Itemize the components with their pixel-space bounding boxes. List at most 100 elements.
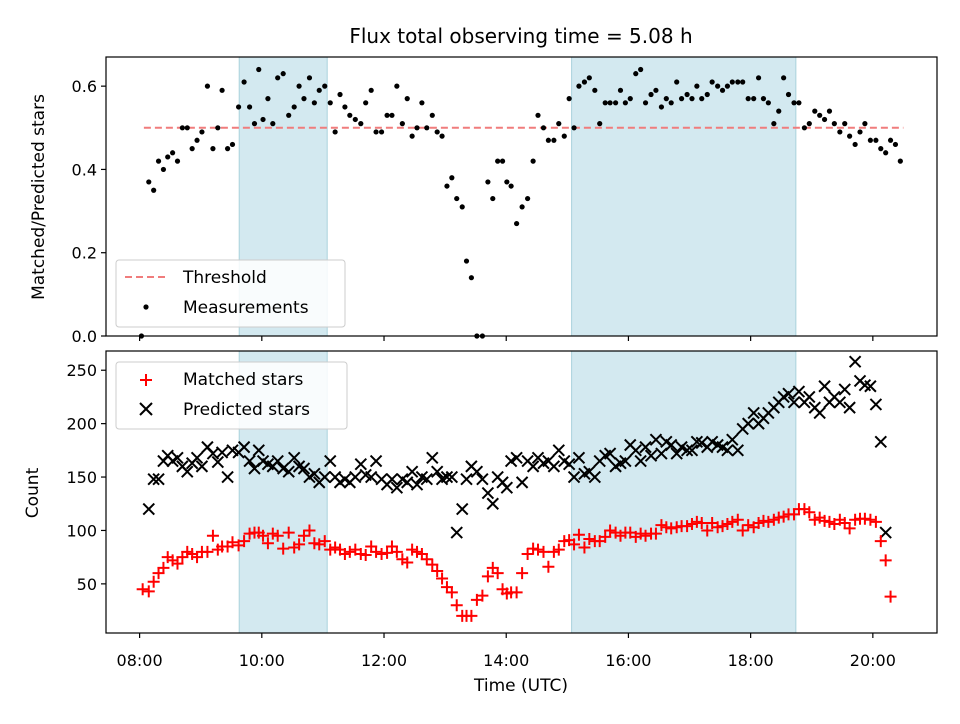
measurement-point bbox=[210, 146, 216, 152]
measurement-point bbox=[352, 116, 358, 123]
predicted-star-point bbox=[369, 454, 383, 468]
matched-star-point bbox=[157, 561, 170, 574]
measurement-point bbox=[514, 220, 520, 227]
measurement-point bbox=[530, 158, 536, 164]
measurement-point bbox=[256, 66, 262, 73]
predicted-star-point bbox=[171, 451, 184, 465]
measurement-point bbox=[867, 137, 873, 143]
measurement-point bbox=[781, 75, 787, 81]
matched-star-point bbox=[874, 535, 887, 548]
shaded-interval-1 bbox=[571, 350, 797, 634]
predicted-star-point bbox=[390, 481, 404, 494]
predicted-star-point bbox=[843, 401, 856, 414]
measurement-point bbox=[384, 112, 390, 118]
measurement-point bbox=[189, 146, 195, 152]
measurement-point bbox=[883, 150, 889, 156]
measurement-point bbox=[519, 204, 525, 210]
measurement-point bbox=[174, 158, 181, 164]
matched-star-point bbox=[481, 570, 494, 583]
predicted-star-point bbox=[562, 458, 576, 471]
predicted-star-point bbox=[721, 444, 734, 457]
matched-star-point bbox=[726, 515, 739, 528]
matched-star-point bbox=[879, 554, 892, 567]
matched-star-point bbox=[257, 529, 270, 542]
matched-star-point bbox=[491, 567, 504, 580]
predicted-star-point bbox=[833, 396, 847, 409]
matched-star-point bbox=[843, 522, 856, 535]
ratio-y-tick-label: 0.0 bbox=[72, 327, 97, 346]
measurement-point bbox=[638, 66, 644, 73]
matched-star-point bbox=[282, 526, 295, 539]
matched-star-point bbox=[375, 547, 388, 560]
measurement-point bbox=[545, 137, 551, 143]
measurement-point bbox=[246, 104, 253, 110]
measurement-point bbox=[785, 91, 792, 98]
matched-star-point bbox=[695, 516, 708, 529]
matched-star-point bbox=[390, 545, 403, 558]
measurement-point bbox=[485, 179, 491, 185]
matched-star-point bbox=[303, 524, 316, 537]
measurement-point bbox=[842, 121, 848, 127]
predicted-star-point bbox=[252, 444, 265, 457]
predicted-star-point bbox=[401, 476, 414, 489]
measurement-point bbox=[251, 121, 258, 127]
measurement-point bbox=[826, 108, 833, 114]
measurement-point bbox=[617, 87, 624, 93]
count-panel: 50 100 150 200 250 08:00 10:00 12:00 14:00 16:00… bbox=[23, 350, 938, 696]
predicted-star-point bbox=[385, 472, 399, 486]
predicted-star-point bbox=[874, 435, 887, 449]
measurement-point bbox=[801, 125, 808, 131]
predicted-star-point bbox=[526, 460, 540, 473]
predicted-star-point bbox=[879, 526, 892, 539]
measurement-point bbox=[179, 125, 185, 131]
measurement-point bbox=[556, 121, 562, 127]
measurement-point bbox=[796, 100, 802, 106]
matched-star-point bbox=[201, 545, 214, 558]
matched-star-point bbox=[701, 524, 714, 537]
predicted-star-point bbox=[634, 454, 647, 468]
matched-star-point bbox=[370, 545, 383, 558]
predicted-star-point bbox=[818, 380, 831, 393]
predicted-star-point bbox=[476, 472, 489, 486]
figure-title: Flux total observing time = 5.08 h bbox=[349, 24, 692, 48]
predicted-star-point bbox=[803, 390, 816, 404]
predicted-star-point bbox=[271, 454, 284, 468]
measurement-point bbox=[566, 96, 572, 102]
predicted-star-point bbox=[190, 451, 204, 465]
measurement-point bbox=[892, 141, 899, 148]
measurement-point bbox=[806, 121, 812, 127]
measurement-point bbox=[378, 129, 385, 135]
measurement-point bbox=[291, 104, 297, 110]
predicted-star-point bbox=[547, 460, 561, 473]
measurement-point bbox=[622, 100, 628, 106]
predicted-star-point bbox=[848, 355, 862, 368]
matched-star-point bbox=[583, 533, 596, 545]
matched-star-point bbox=[401, 556, 414, 569]
measurement-point bbox=[812, 108, 818, 114]
matched-star-point bbox=[431, 565, 444, 578]
matched-star-point bbox=[531, 543, 544, 556]
measurement-point bbox=[449, 175, 455, 181]
matched-star-point bbox=[731, 513, 744, 526]
measurement-point bbox=[735, 79, 741, 85]
measurement-point bbox=[694, 83, 700, 89]
measurement-point bbox=[280, 71, 286, 77]
predicted-star-point bbox=[470, 465, 484, 478]
predicted-star-point bbox=[364, 470, 378, 484]
matched-star-point bbox=[136, 583, 149, 596]
legend-measurements-swatch bbox=[143, 304, 149, 310]
predicted-star-point bbox=[456, 502, 469, 516]
predicted-star-point bbox=[420, 472, 433, 486]
count-y-axis-label: Count bbox=[23, 467, 43, 518]
predicted-star-point bbox=[318, 470, 331, 484]
ratio-panel: 0.0 0.2 0.4 0.6 Matched/Predicted stars Thr… bbox=[29, 56, 938, 346]
measurement-point bbox=[301, 96, 307, 102]
x-tick-label: 14:00 bbox=[483, 651, 529, 670]
predicted-star-point bbox=[588, 470, 602, 484]
matched-star-point bbox=[858, 512, 871, 525]
matched-stars-points bbox=[137, 503, 897, 622]
measurement-point bbox=[468, 275, 474, 281]
measurement-points bbox=[138, 66, 903, 339]
matched-star-point bbox=[343, 545, 356, 558]
